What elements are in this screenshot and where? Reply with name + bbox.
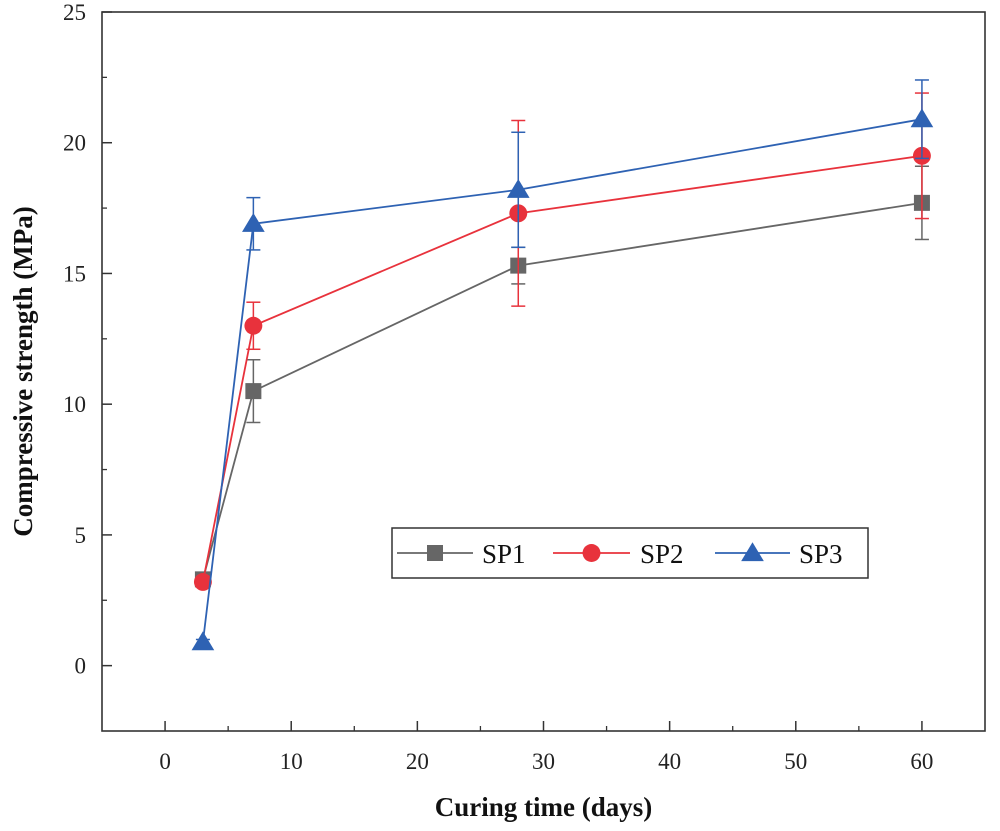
legend-item-sp1: SP1 [397,539,526,569]
y-tick-label: 5 [75,523,87,548]
legend-marker [741,542,764,562]
legend-label: SP1 [482,539,526,569]
legend: SP1 SP2 SP3 [391,527,869,579]
series-sp2 [193,92,931,591]
data-point [910,108,934,128]
series-line [202,201,923,580]
data-point [244,316,263,335]
x-tick-label: 50 [784,749,807,774]
x-tick-label: 0 [159,749,171,774]
data-point [193,573,212,591]
data-point [506,178,530,198]
y-tick-label: 10 [63,392,86,417]
data-point [245,383,262,400]
x-axis-title: Curing time (days) [435,792,653,822]
series-sp1 [194,165,930,588]
data-point [242,212,265,232]
y-tick-label: 20 [63,131,86,156]
y-tick-label: 15 [63,261,86,286]
y-tick-label: 0 [75,654,87,679]
legend-item-sp3: SP3 [715,539,843,569]
y-axis-title: Compressive strength (MPa) [8,206,38,536]
legend-item-sp2: SP2 [553,539,684,569]
x-tick-label: 10 [280,749,303,774]
series-line [202,154,923,583]
y-tick-label: 25 [63,0,86,25]
series-line [202,118,923,643]
series-sp3 [191,79,934,651]
legend-marker [427,545,443,561]
legend-label: SP3 [799,539,843,569]
x-tick-label: 40 [658,749,681,774]
x-tick-label: 20 [406,749,429,774]
legend-label: SP2 [640,539,684,569]
x-tick-label: 60 [910,749,933,774]
legend-marker [582,544,601,562]
x-tick-label: 30 [532,749,555,774]
data-point [191,631,215,651]
series-layer [191,79,934,651]
plot-frame [101,11,986,732]
ticks: 0 10 20 30 40 50 60 0 5 10 15 20 25 [63,0,933,774]
